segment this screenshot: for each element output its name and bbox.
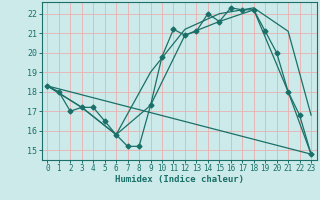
X-axis label: Humidex (Indice chaleur): Humidex (Indice chaleur) xyxy=(115,175,244,184)
